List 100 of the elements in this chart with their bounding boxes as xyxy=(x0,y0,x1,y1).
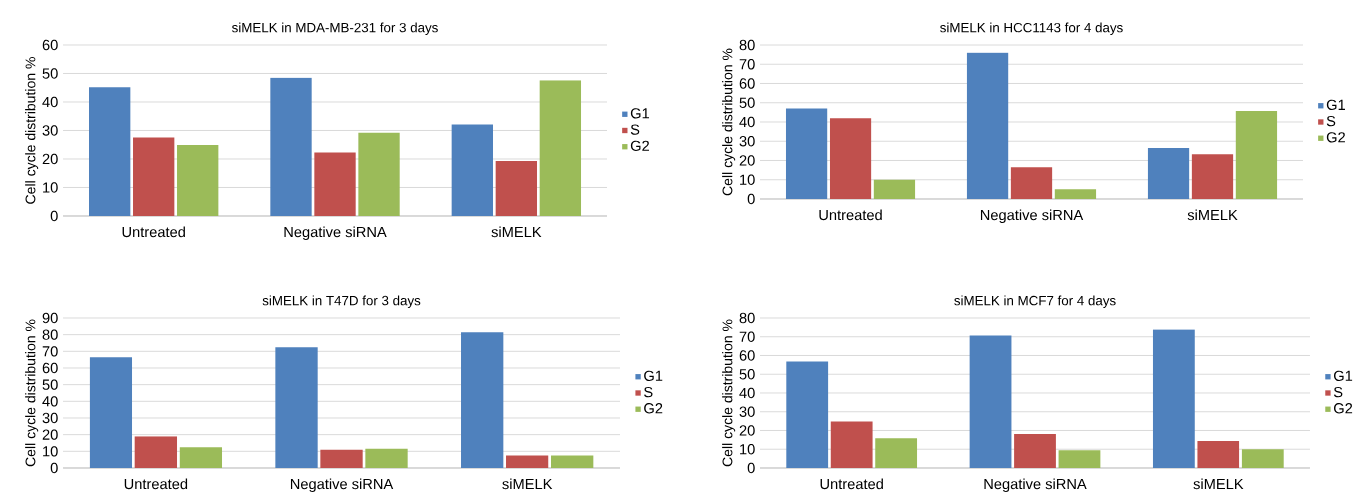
bar xyxy=(786,361,829,468)
y-tick-label: 20 xyxy=(42,429,58,440)
y-tick-label: 0 xyxy=(747,193,755,205)
bar xyxy=(873,179,916,199)
bar xyxy=(451,124,494,216)
bar xyxy=(89,87,131,216)
y-tick-label: 80 xyxy=(42,329,58,340)
x-tick-label: Negative siRNA xyxy=(290,478,394,493)
y-tick-label: 50 xyxy=(739,369,755,380)
y-tick-label: 70 xyxy=(739,59,755,70)
y-tick-label: 0 xyxy=(747,462,755,474)
bar xyxy=(1235,111,1278,199)
bar xyxy=(1054,189,1097,199)
y-tick-label: 20 xyxy=(739,155,755,166)
x-tick-label: Untreated xyxy=(124,478,188,490)
y-tick-label: 60 xyxy=(42,39,58,51)
bar xyxy=(177,145,219,216)
y-tick-label: 70 xyxy=(739,331,755,342)
legend-label: G2 xyxy=(630,140,649,151)
y-axis-title: Cell cycle distribution % xyxy=(722,48,736,196)
y-tick-label: 30 xyxy=(739,136,755,147)
y-tick-label: 80 xyxy=(739,312,755,324)
y-tick-label: 90 xyxy=(42,312,58,324)
y-tick-label: 70 xyxy=(42,346,58,357)
x-tick-label: Untreated xyxy=(820,478,883,490)
y-tick-label: 40 xyxy=(739,116,755,128)
y-axis-title: Cell cycle distribution % xyxy=(722,319,736,467)
bar xyxy=(875,438,918,468)
legend-label: G2 xyxy=(1326,132,1345,143)
y-tick-label: 30 xyxy=(42,125,58,136)
y-tick-label: 40 xyxy=(42,96,58,108)
chart-title: siMELK in MCF7 for 4 days xyxy=(954,295,1116,308)
legend-label: G1 xyxy=(644,370,663,382)
y-tick-label: 60 xyxy=(739,350,755,361)
y-tick-label: 0 xyxy=(50,462,58,474)
bar xyxy=(320,449,363,468)
y-axis-title: Cell cycle distribution % xyxy=(25,319,39,467)
y-tick-label: 40 xyxy=(739,387,755,399)
legend-label: S xyxy=(1326,115,1336,127)
x-tick-label: siMELK xyxy=(491,226,542,238)
bar xyxy=(358,132,400,216)
chart-title: siMELK in HCC1143 for 4 days xyxy=(940,22,1123,35)
bar xyxy=(270,77,312,216)
x-tick-label: Untreated xyxy=(122,226,185,238)
x-tick-label: Untreated xyxy=(819,209,882,221)
legend-label: G1 xyxy=(1326,99,1345,111)
y-tick-label: 60 xyxy=(42,362,58,374)
y-axis-title: Cell cycle distribution % xyxy=(25,57,39,204)
y-tick-label: 50 xyxy=(42,68,58,79)
bar xyxy=(365,448,408,468)
bar xyxy=(830,421,873,468)
bar xyxy=(829,118,872,199)
bar xyxy=(785,108,828,199)
legend-label: G2 xyxy=(644,403,663,414)
bar xyxy=(134,436,178,468)
x-tick-label: siMELK xyxy=(502,478,553,490)
bar xyxy=(1241,449,1284,468)
bar xyxy=(275,347,318,468)
legend-label: G1 xyxy=(630,108,650,119)
bar xyxy=(539,80,582,216)
bar xyxy=(133,137,175,216)
y-tick-label: 20 xyxy=(739,425,755,436)
x-tick-label: Negative siRNA xyxy=(984,478,1087,493)
chart-title: siMELK in MDA-MB-231 for 3 days xyxy=(232,22,438,35)
legend-label: G2 xyxy=(1334,403,1353,414)
y-tick-label: 80 xyxy=(739,39,755,51)
bar xyxy=(969,335,1012,468)
y-tick-label: 0 xyxy=(50,210,58,222)
x-tick-label: Negative siRNA xyxy=(980,209,1084,224)
y-tick-label: 30 xyxy=(739,406,755,417)
x-tick-label: siMELK xyxy=(1193,478,1244,490)
bar xyxy=(1197,440,1240,468)
chart-title: siMELK in T47D for 3 days xyxy=(262,295,421,308)
bar xyxy=(506,455,549,468)
y-tick-label: 10 xyxy=(43,182,58,193)
bar xyxy=(1152,329,1195,468)
bar xyxy=(179,447,223,468)
y-tick-label: 40 xyxy=(42,396,58,407)
legend-label: S xyxy=(644,386,653,398)
y-tick-label: 60 xyxy=(739,78,755,89)
bar xyxy=(461,332,504,468)
bar xyxy=(89,357,133,468)
bar xyxy=(495,160,538,216)
x-tick-label: siMELK xyxy=(1187,209,1238,221)
bar xyxy=(1058,450,1101,468)
y-tick-label: 30 xyxy=(42,412,58,424)
x-tick-label: Negative siRNA xyxy=(284,226,387,241)
legend-label: S xyxy=(1333,386,1343,398)
bar xyxy=(314,152,356,216)
bar xyxy=(966,52,1009,199)
y-tick-label: 50 xyxy=(739,97,755,108)
y-tick-label: 20 xyxy=(42,153,58,165)
legend-label: G1 xyxy=(1334,370,1353,382)
legend-label: S xyxy=(630,124,640,135)
bar xyxy=(551,455,594,468)
bar xyxy=(1191,154,1234,199)
y-tick-label: 10 xyxy=(43,446,58,457)
y-tick-label: 50 xyxy=(42,379,58,390)
y-tick-label: 10 xyxy=(740,174,755,185)
bar xyxy=(1014,434,1056,468)
